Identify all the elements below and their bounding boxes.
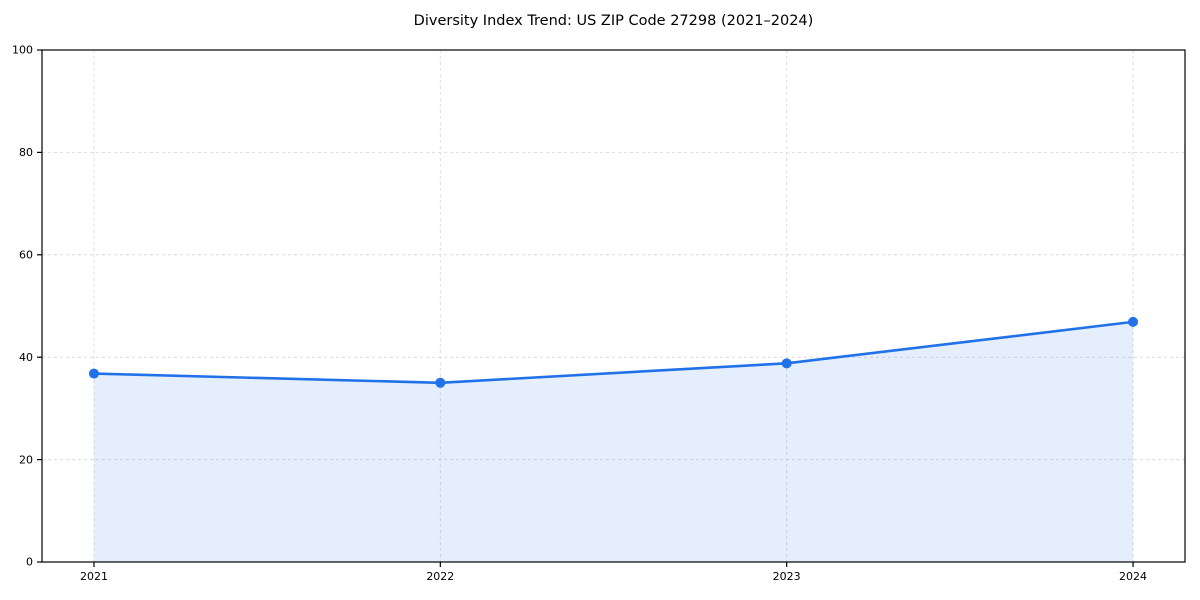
data-line: [92, 320, 1135, 385]
y-tick-label: 60: [19, 249, 33, 262]
data-point-marker: [88, 368, 99, 379]
y-tick-label: 20: [19, 453, 33, 466]
area-fill: [93, 321, 1134, 562]
x-tick-label: 2021: [80, 570, 108, 583]
x-tick-label: 2022: [426, 570, 454, 583]
x-tick-label: 2024: [1119, 570, 1147, 583]
y-tick-label: 80: [19, 146, 33, 159]
y-tick-label: 40: [19, 351, 33, 364]
y-tick-label: 0: [26, 556, 33, 569]
y-tick-label: 100: [12, 44, 33, 57]
chart-title: Diversity Index Trend: US ZIP Code 27298…: [413, 13, 814, 29]
data-point-marker: [781, 358, 792, 369]
plot-border: [41, 49, 1186, 563]
x-tick-label: 2023: [773, 570, 801, 583]
data-point-marker: [435, 377, 446, 388]
data-point-marker: [1128, 316, 1139, 327]
